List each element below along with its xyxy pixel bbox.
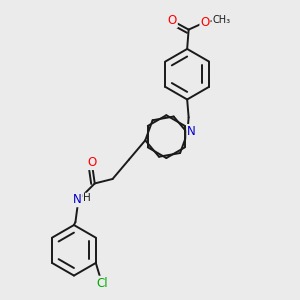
Text: Cl: Cl <box>96 277 108 290</box>
Text: O: O <box>200 16 210 29</box>
Text: N: N <box>187 125 196 138</box>
Text: N: N <box>73 193 81 206</box>
Text: O: O <box>87 156 96 169</box>
Text: CH₃: CH₃ <box>212 15 230 25</box>
Text: O: O <box>168 14 177 27</box>
Text: H: H <box>83 193 91 203</box>
